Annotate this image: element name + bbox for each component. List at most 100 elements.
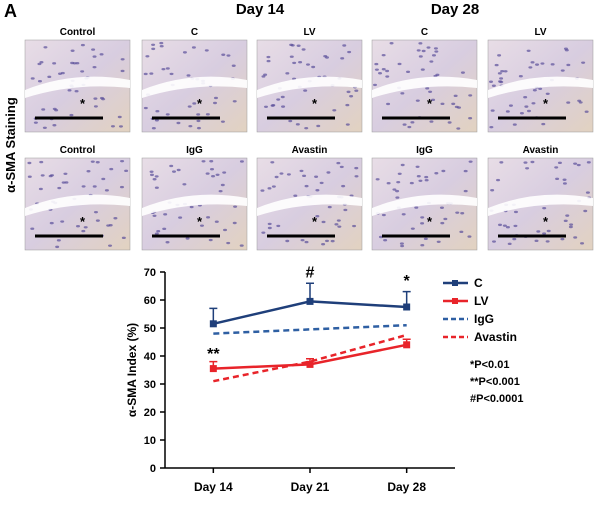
nucleus <box>418 42 423 45</box>
nucleus <box>327 205 332 209</box>
nucleus <box>343 208 348 212</box>
nucleus <box>496 178 501 182</box>
nucleus <box>555 177 560 181</box>
nucleus <box>221 53 226 56</box>
nucleus <box>386 182 391 185</box>
nucleus <box>316 124 321 128</box>
nucleus <box>233 205 238 208</box>
nucleus <box>423 237 428 241</box>
nucleus <box>381 68 386 71</box>
panel-label: C <box>191 27 198 38</box>
nucleus <box>149 72 154 75</box>
nucleus <box>57 186 62 190</box>
nucleus <box>584 110 589 113</box>
nucleus <box>375 178 380 181</box>
nucleus <box>305 63 310 66</box>
lumen <box>488 194 593 216</box>
nucleus <box>396 180 401 184</box>
nucleus <box>500 70 505 73</box>
marker: * <box>197 96 203 111</box>
legend-label: LV <box>474 294 488 308</box>
nucleus <box>456 127 461 130</box>
lumen <box>142 194 247 216</box>
nucleus <box>52 107 57 111</box>
legend-label: Avastin <box>474 330 517 344</box>
nucleus <box>431 98 436 102</box>
nucleus <box>535 63 540 66</box>
nucleus <box>196 126 201 130</box>
nucleus <box>385 69 390 73</box>
nucleus <box>49 221 54 225</box>
nucleus <box>209 167 214 171</box>
nucleus <box>440 221 445 225</box>
nucleus <box>339 165 344 169</box>
nucleus <box>441 169 446 173</box>
nucleus <box>55 245 60 249</box>
x-tick-label: Day 21 <box>291 480 330 494</box>
nucleus <box>286 173 291 176</box>
nucleus <box>178 216 183 219</box>
nucleus <box>120 69 125 73</box>
nucleus <box>161 67 166 71</box>
marker: * <box>543 96 549 111</box>
nucleus <box>67 89 72 92</box>
nucleus <box>154 232 159 235</box>
nucleus <box>162 227 167 231</box>
nucleus <box>497 54 502 57</box>
nucleus <box>576 163 581 167</box>
nucleus <box>424 179 429 182</box>
nucleus <box>545 92 550 95</box>
lumen <box>488 76 593 98</box>
nucleus <box>99 53 104 56</box>
nucleus <box>415 99 420 102</box>
nucleus <box>345 103 350 107</box>
nucleus <box>220 120 225 123</box>
nucleus <box>456 106 461 109</box>
nucleus <box>336 161 341 165</box>
nucleus <box>468 160 473 163</box>
nucleus <box>232 221 237 225</box>
nucleus <box>428 90 433 93</box>
nucleus <box>169 72 174 76</box>
nucleus <box>542 206 547 210</box>
nucleus <box>143 72 148 76</box>
nucleus <box>69 113 74 117</box>
marker: * <box>197 214 203 229</box>
nucleus <box>267 226 272 230</box>
legend-label: IgG <box>474 312 494 326</box>
marker: * <box>543 214 549 229</box>
legend-point <box>452 280 458 286</box>
nucleus <box>563 219 568 223</box>
nucleus <box>526 49 531 52</box>
nucleus <box>223 228 228 232</box>
nucleus <box>151 43 156 47</box>
point <box>209 320 217 328</box>
nucleus <box>460 71 465 74</box>
nucleus <box>566 63 571 67</box>
nucleus <box>33 121 38 124</box>
nucleus <box>50 174 55 177</box>
nucleus <box>76 225 81 228</box>
nucleus <box>532 89 537 92</box>
nucleus <box>280 95 285 99</box>
nucleus <box>319 181 324 185</box>
nucleus <box>554 166 559 169</box>
nucleus <box>530 160 535 164</box>
nucleus <box>279 172 284 175</box>
nucleus <box>205 113 210 116</box>
nucleus <box>490 189 495 192</box>
nucleus <box>498 80 503 83</box>
nucleus <box>169 164 174 168</box>
nucleus <box>505 226 510 229</box>
nucleus <box>289 55 294 58</box>
nucleus <box>37 62 42 66</box>
marker: * <box>80 96 86 111</box>
nucleus <box>451 102 456 106</box>
nucleus <box>354 166 359 170</box>
nucleus <box>204 49 209 52</box>
nucleus <box>581 61 586 64</box>
annotation: ** <box>207 346 220 363</box>
nucleus <box>300 238 305 242</box>
nucleus <box>410 227 415 230</box>
nucleus <box>385 75 390 78</box>
